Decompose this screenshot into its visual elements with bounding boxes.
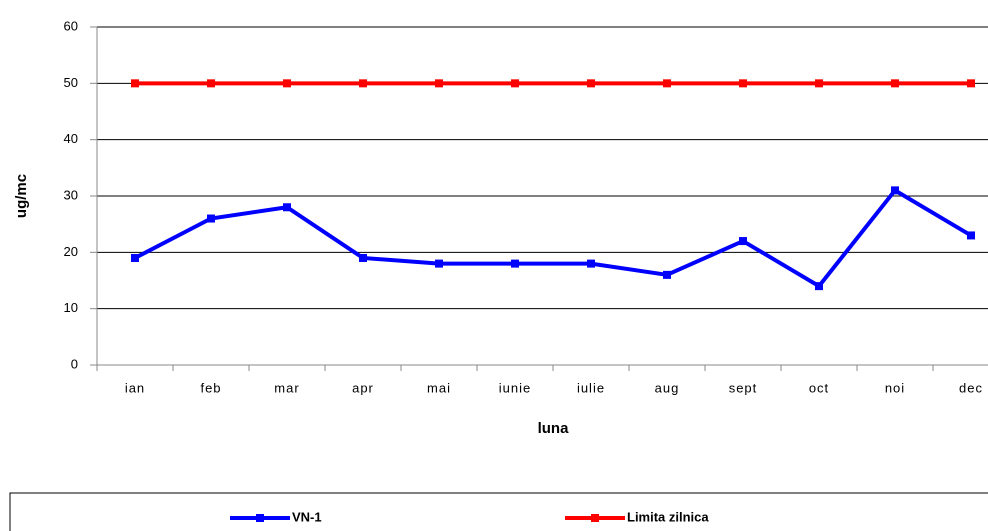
legend-marker — [256, 514, 264, 522]
y-axis-title: ug/mc — [13, 174, 30, 218]
y-tick-label: 60 — [64, 18, 78, 33]
legend-label: Limita zilnica — [627, 509, 709, 524]
point-marker — [283, 79, 291, 88]
x-tick-label: ian — [125, 380, 145, 395]
x-tick-label: aug — [655, 380, 680, 395]
point-marker — [511, 79, 519, 88]
series-line — [134, 187, 973, 289]
point-marker — [131, 79, 139, 88]
y-tick-label: 50 — [64, 75, 78, 90]
point-marker — [359, 79, 367, 88]
point-marker — [967, 231, 975, 240]
legend-label: VN-1 — [292, 509, 322, 524]
x-tick-label: oct — [809, 380, 829, 395]
x-axis-title: luna — [538, 420, 569, 437]
point-marker — [815, 282, 823, 291]
point-marker — [131, 253, 139, 262]
x-tick-label: feb — [200, 380, 221, 395]
point-marker — [891, 186, 899, 195]
y-tick-label: 10 — [64, 300, 78, 315]
point-marker — [435, 79, 443, 88]
point-marker — [967, 79, 975, 88]
point-marker — [587, 259, 595, 268]
y-tick-label: 30 — [64, 187, 78, 202]
x-tick-label: apr — [352, 380, 374, 395]
x-tick-label: iulie — [577, 380, 605, 395]
y-tick-label: 0 — [71, 356, 78, 371]
point-marker — [891, 79, 899, 88]
y-tick-label: 40 — [64, 131, 78, 146]
x-tick-label: dec — [959, 380, 983, 395]
x-tick-label: iunie — [499, 380, 531, 395]
x-tick-label: noi — [885, 380, 905, 395]
legend-box — [9, 492, 988, 531]
y-tick-label: 20 — [64, 244, 78, 259]
point-marker — [207, 214, 215, 223]
point-marker — [359, 253, 367, 262]
x-tick-label: sept — [729, 380, 758, 395]
point-marker — [587, 79, 595, 88]
point-marker — [283, 203, 291, 212]
point-marker — [739, 237, 747, 246]
point-marker — [739, 79, 747, 88]
x-tick-label: mar — [274, 380, 299, 395]
point-marker — [207, 79, 215, 88]
point-marker — [815, 79, 823, 88]
point-marker — [435, 259, 443, 268]
point-marker — [663, 270, 671, 279]
point-marker — [511, 259, 519, 268]
x-tick-label: mai — [427, 380, 451, 395]
legend-marker — [591, 514, 599, 522]
point-marker — [663, 79, 671, 88]
